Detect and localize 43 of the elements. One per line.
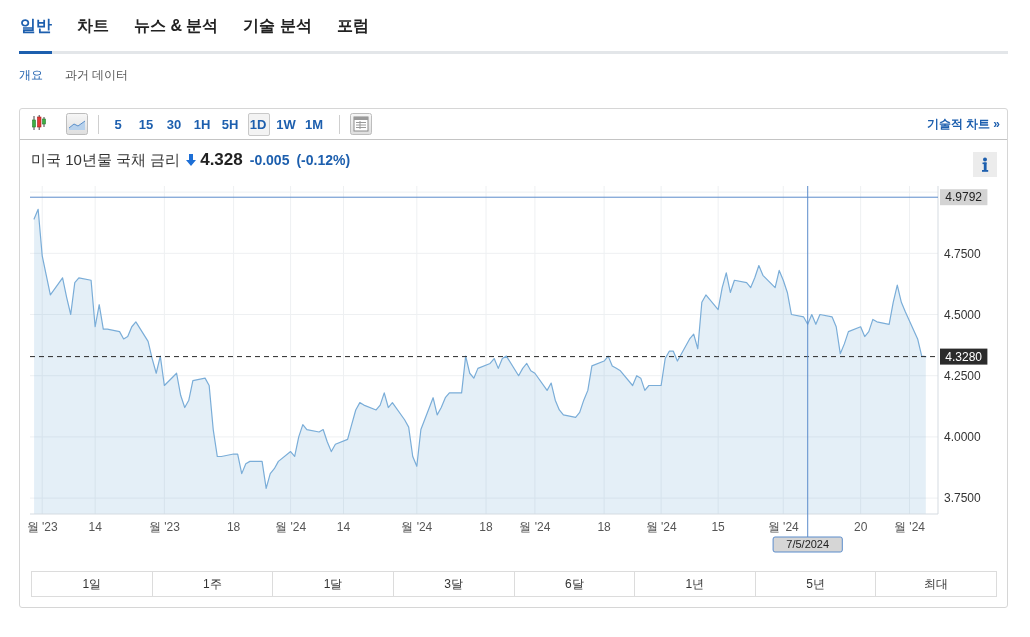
text: 5 bbox=[114, 116, 122, 132]
ref-line-label: 4.9792 bbox=[945, 190, 983, 205]
ref-line-label: 7/5/2024 bbox=[786, 538, 830, 551]
text: 1W bbox=[276, 116, 296, 132]
text: 30 bbox=[166, 116, 182, 132]
text: 1M bbox=[304, 116, 324, 132]
text: 1H bbox=[193, 116, 211, 132]
button-group: 1일 1주 1달 3달 6달 1년 5년 최대 bbox=[31, 571, 997, 597]
x-tick-label: 14 bbox=[88, 520, 103, 535]
chart-title: 미국 10년물 국채 금리 bbox=[31, 150, 181, 170]
text: 포럼 bbox=[336, 15, 369, 36]
y-tick-label: 4.2500 bbox=[944, 368, 982, 383]
x-tick-label: 월 '24 bbox=[645, 520, 677, 535]
text: 기술적 차트 » bbox=[926, 116, 1000, 133]
x-tick-label: 18 bbox=[479, 520, 494, 535]
x-tick-label: 월 '24 bbox=[894, 520, 926, 535]
x-tick-label: 월 '24 bbox=[401, 520, 433, 535]
x-tick-label: 15 bbox=[711, 520, 726, 535]
text: (-0.12%) bbox=[296, 152, 351, 168]
text: 과거 데이터 bbox=[65, 66, 129, 84]
x-tick-label: 월 '24 bbox=[275, 520, 307, 535]
ref-line-label: 4.3280 bbox=[945, 349, 983, 364]
x-tick-label: 20 bbox=[853, 520, 868, 535]
text: 5H bbox=[221, 116, 239, 132]
x-tick-label: 월 '23 bbox=[148, 520, 181, 535]
text: 기술 분석 bbox=[243, 15, 312, 36]
text: 일반 bbox=[20, 15, 52, 36]
text: 차트 bbox=[77, 15, 109, 36]
x-tick-label: 14 bbox=[336, 520, 351, 535]
text: 뉴스 & 분석 bbox=[134, 15, 219, 36]
x-tick-label: 월 '23 bbox=[26, 520, 59, 535]
text: 개요 bbox=[19, 66, 43, 84]
text: 4.328 bbox=[200, 150, 243, 170]
text: -0.005 bbox=[249, 152, 290, 168]
y-tick-label: 4.0000 bbox=[944, 430, 982, 445]
x-tick-label: 18 bbox=[226, 520, 241, 535]
x-tick-label: 월 '24 bbox=[767, 520, 800, 535]
y-tick-label: 4.7500 bbox=[944, 246, 982, 261]
y-tick-label: 4.5000 bbox=[944, 307, 982, 322]
text: 15 bbox=[138, 116, 154, 132]
x-tick-label: 월 '24 bbox=[519, 520, 551, 535]
x-tick-label: 18 bbox=[597, 520, 612, 535]
y-tick-label: 3.7500 bbox=[944, 491, 982, 506]
